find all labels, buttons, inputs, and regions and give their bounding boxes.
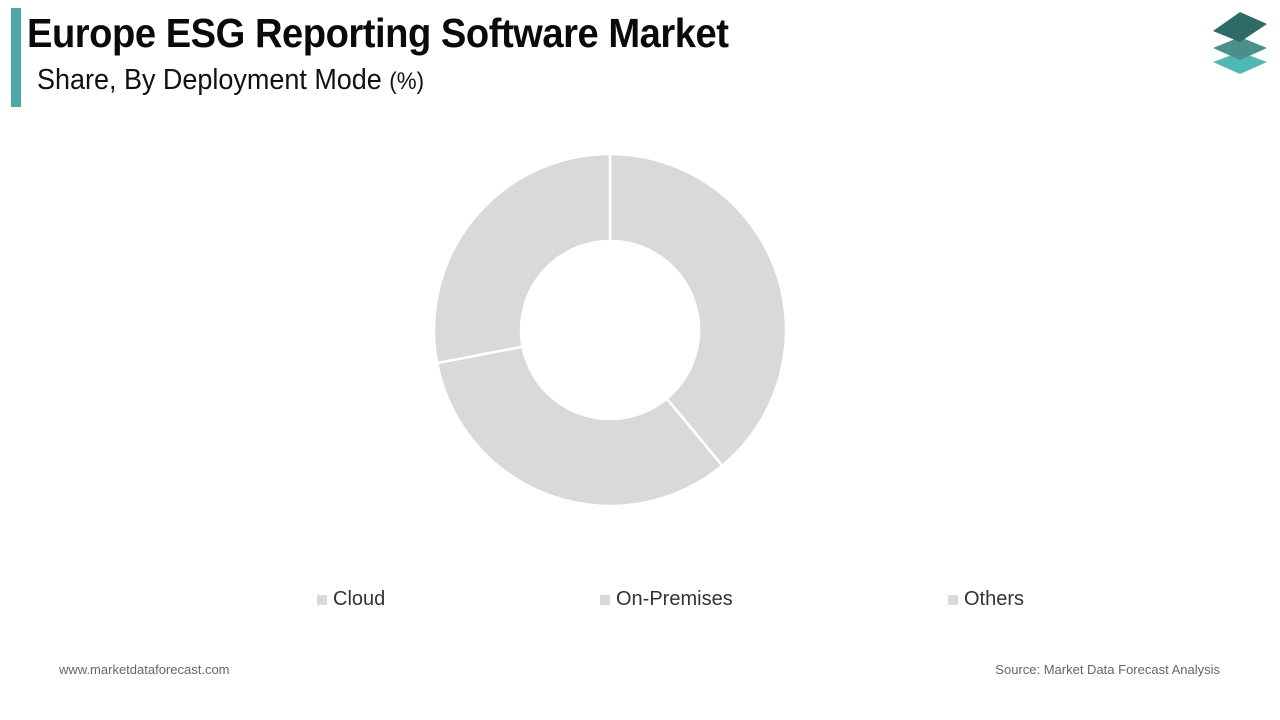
legend-item-on-premises: On-Premises <box>600 588 733 611</box>
legend-label-on-premises: On-Premises <box>616 588 733 610</box>
legend-swatch-others <box>948 594 958 605</box>
subtitle-unit: (%) <box>389 68 425 95</box>
title-accent-bar <box>11 8 21 107</box>
footer-source: Source: Market Data Forecast Analysis <box>995 662 1220 677</box>
footer-website: www.marketdataforecast.com <box>59 662 230 677</box>
donut-segment-others <box>432 152 612 365</box>
legend-item-others: Others <box>948 588 1024 611</box>
subtitle-text: Share, By Deployment Mode <box>37 64 382 96</box>
legend-swatch-cloud <box>317 594 327 605</box>
stacked-layers-icon <box>1213 12 1267 74</box>
chart-legend: Cloud On-Premises Others <box>0 588 1280 614</box>
chart-title: Europe ESG Reporting Software Market <box>27 10 729 56</box>
donut-segment-cloud <box>608 152 788 468</box>
legend-label-cloud: Cloud <box>333 588 386 610</box>
donut-chart <box>432 152 788 508</box>
donut-segment-on-premises <box>435 345 724 508</box>
legend-swatch-on-premises <box>600 594 610 605</box>
legend-label-others: Others <box>964 588 1025 610</box>
chart-subtitle: Share, By Deployment Mode (%) <box>37 64 424 97</box>
legend-item-cloud: Cloud <box>317 588 385 611</box>
